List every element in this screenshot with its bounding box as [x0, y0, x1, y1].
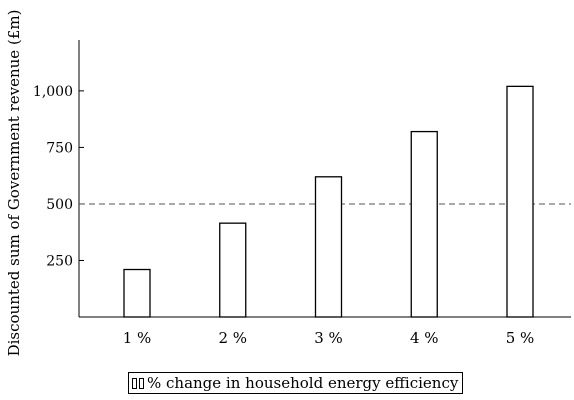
legend-label: % change in household energy efficiency [147, 374, 459, 392]
bar [410, 130, 438, 318]
y-tick-label: 500 [46, 197, 73, 213]
bar [506, 85, 534, 318]
x-tick-label: 4 % [410, 329, 439, 347]
y-axis: 250 500 750 1,000 [33, 40, 84, 317]
x-tick-label: 3 % [314, 329, 343, 347]
x-tick-label: 1 % [123, 329, 152, 347]
bar [219, 222, 247, 318]
legend: % change in household energy efficiency [128, 372, 464, 394]
x-tick-label: 5 % [506, 329, 535, 347]
bar [314, 176, 343, 318]
y-tick-label: 250 [46, 253, 73, 269]
y-tick-label: 1,000 [33, 84, 73, 100]
bar [123, 268, 151, 318]
x-tick-label: 2 % [218, 329, 247, 347]
y-axis-title: Discounted sum of Government revenue (£m… [5, 10, 23, 357]
bars [123, 85, 534, 318]
y-tick-label: 750 [46, 140, 73, 156]
legend-swatch-icon [132, 377, 144, 389]
